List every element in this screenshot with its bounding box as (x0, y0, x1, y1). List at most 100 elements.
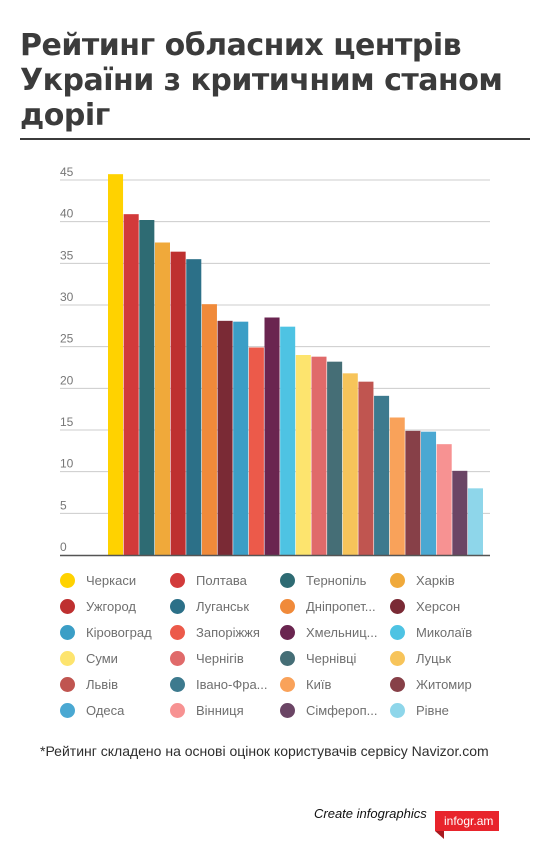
legend-item[interactable]: Івано-Фра... (170, 674, 268, 694)
bar-5[interactable] (170, 251, 186, 556)
legend-label: Тернопіль (306, 572, 367, 588)
bar-22[interactable] (436, 444, 452, 555)
legend-label: Дніпропет... (306, 598, 376, 614)
bar-17[interactable] (358, 381, 374, 555)
legend-swatch (170, 650, 185, 666)
legend-item[interactable]: Житомир (390, 674, 472, 694)
y-tick-label: 35 (60, 248, 74, 262)
bar-14[interactable] (311, 356, 327, 555)
create-infographics-link[interactable]: Create infographics (314, 806, 427, 821)
legend-label: Чернігів (196, 650, 244, 666)
bar-1[interactable] (108, 174, 124, 556)
brand-ribbon (435, 811, 499, 831)
legend-label: Полтава (196, 572, 247, 588)
infogram-logo[interactable]: infogr.am (435, 811, 499, 839)
legend-item[interactable]: Чернігів (170, 648, 244, 668)
legend-item[interactable]: Вінниця (170, 700, 244, 720)
legend-label: Сімфероп... (306, 702, 378, 718)
legend-label: Луганськ (196, 598, 250, 614)
legend-swatch (280, 702, 295, 718)
legend-label: Миколаїв (416, 624, 473, 640)
bar-15[interactable] (327, 361, 343, 555)
legend-item[interactable]: Херсон (390, 596, 460, 616)
y-tick-label: 45 (60, 165, 74, 179)
legend-swatch (280, 650, 295, 666)
legend-swatch (280, 572, 295, 588)
legend-item[interactable]: Миколаїв (390, 622, 472, 642)
bar-13[interactable] (295, 355, 311, 555)
legend-item[interactable]: Луцьк (390, 648, 451, 668)
bar-3[interactable] (139, 220, 155, 555)
legend-swatch (60, 624, 75, 640)
legend-item[interactable]: Луганськ (170, 596, 249, 616)
bar-8[interactable] (217, 320, 233, 555)
legend-item[interactable]: Суми (60, 648, 118, 668)
legend-swatch (280, 624, 295, 640)
legend-label: Кіровоград (86, 624, 152, 640)
brand-text: infogr.am (444, 814, 494, 828)
legend-swatch (390, 650, 405, 666)
legend-item[interactable]: Київ (280, 674, 331, 694)
legend-swatch (170, 572, 185, 588)
legend-swatch (60, 676, 75, 692)
bar-4[interactable] (154, 242, 170, 556)
legend-item[interactable]: Запоріжжя (170, 622, 260, 642)
legend-item[interactable]: Тернопіль (280, 570, 366, 590)
legend-swatch (60, 598, 75, 614)
bar-24[interactable] (467, 488, 483, 555)
y-axis-ticks: 0 5 10 15 20 25 30 35 40 45 (60, 165, 74, 554)
legend-label: Київ (306, 676, 332, 692)
bar-19[interactable] (389, 417, 405, 556)
legend-item[interactable]: Хмельниц... (280, 622, 378, 642)
bar-2[interactable] (123, 214, 139, 556)
legend-swatch (170, 598, 185, 614)
legend-label: Харків (416, 572, 455, 588)
legend-item[interactable]: Харків (390, 570, 455, 590)
bar-10[interactable] (248, 347, 264, 556)
legend-label: Одеса (86, 702, 125, 718)
legend-swatch (60, 572, 75, 588)
legend-label: Суми (86, 650, 118, 666)
legend-item[interactable]: Одеса (60, 700, 124, 720)
legend-item[interactable]: Чернівці (280, 648, 356, 668)
legend-item[interactable]: Сімфероп... (280, 700, 377, 720)
legend-label: Ужгород (86, 598, 136, 614)
bar-6[interactable] (186, 259, 202, 555)
bar-11[interactable] (264, 317, 280, 556)
footnote: *Рейтинг складено на основі оцінок корис… (40, 743, 489, 759)
legend-item[interactable]: Дніпропет... (280, 596, 376, 616)
legend-label: Львів (86, 676, 119, 692)
legend-swatch (280, 598, 295, 614)
legend-label: Черкаси (86, 572, 137, 588)
legend-label: Вінниця (196, 702, 244, 718)
legend-item[interactable]: Черкаси (60, 570, 136, 590)
legend-label: Рівне (416, 702, 449, 718)
y-tick-label: 25 (60, 332, 74, 346)
bar-21[interactable] (421, 431, 437, 555)
y-tick-label: 15 (60, 415, 74, 429)
legend-item[interactable]: Рівне (390, 700, 449, 720)
bar-23[interactable] (452, 470, 468, 555)
legend-item[interactable]: Полтава (170, 570, 247, 590)
legend-label: Чернівці (306, 650, 357, 666)
bar-12[interactable] (280, 326, 296, 555)
legend-item[interactable]: Львів (60, 674, 118, 694)
brand-ribbon-fold (435, 831, 444, 839)
y-tick-label: 5 (60, 498, 67, 512)
legend-swatch (60, 650, 75, 666)
legend-label: Луцьк (416, 650, 452, 666)
legend-item[interactable]: Ужгород (60, 596, 136, 616)
bars (108, 174, 483, 556)
legend-label: Івано-Фра... (196, 676, 268, 692)
bar-18[interactable] (374, 395, 390, 555)
bar-9[interactable] (233, 321, 249, 555)
legend-swatch (390, 702, 405, 718)
legend-item[interactable]: Кіровоград (60, 622, 152, 642)
chart-title: Рейтинг обласних центрів України з крити… (20, 28, 503, 133)
y-tick-label: 10 (60, 457, 74, 471)
bar-16[interactable] (342, 373, 358, 555)
bar-20[interactable] (405, 430, 421, 555)
legend-swatch (390, 624, 405, 640)
bar-7[interactable] (201, 304, 217, 555)
title-divider (20, 138, 530, 140)
